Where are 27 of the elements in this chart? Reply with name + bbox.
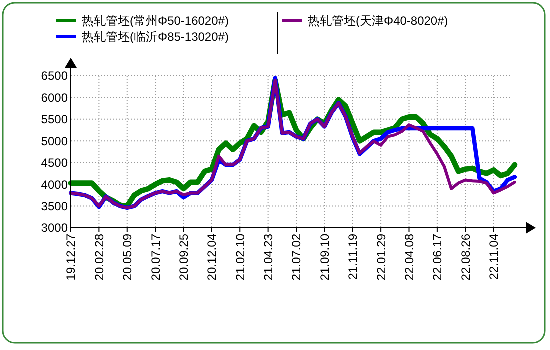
- x-tick-label: 20.02.28: [92, 234, 106, 281]
- x-tick-label: 20.12.04: [205, 234, 220, 281]
- legend-label: 热轧管坯(临沂Φ85-13020#): [82, 30, 229, 44]
- x-tick-label: 22.04.08: [402, 234, 416, 281]
- x-tick-label: 22.08.26: [458, 234, 473, 281]
- y-tick-label: 5000: [41, 134, 68, 148]
- legend-label: 热轧管坯(天津Φ40-8020#): [308, 14, 448, 28]
- legend-label: 热轧管坯(常州Φ50-16020#): [82, 14, 229, 28]
- x-tick-label: 21.02.10: [233, 234, 248, 281]
- x-tick-label: 22.01.29: [374, 234, 388, 281]
- x-tick-label: 21.11.19: [346, 234, 360, 280]
- x-tick-label: 22.06.17: [430, 234, 445, 281]
- x-tick-label: 22.11.04: [487, 234, 502, 280]
- x-tick-label: 20.07.17: [148, 234, 163, 281]
- y-tick-label: 3000: [41, 221, 68, 236]
- x-tick-label: 21.07.02: [290, 234, 304, 281]
- x-tick-label: 21.04.23: [262, 234, 276, 281]
- y-tick-label: 6000: [41, 90, 68, 105]
- y-tick-label: 4500: [41, 156, 68, 170]
- x-tick-label: 21.09.10: [318, 234, 332, 281]
- x-tick-label: 20.05.09: [120, 234, 135, 281]
- y-tick-label: 6500: [41, 69, 68, 84]
- y-tick-label: 4000: [41, 178, 68, 192]
- y-tick-label: 5500: [41, 112, 68, 127]
- x-tick-label: 19.12.27: [64, 234, 78, 281]
- x-tick-label: 20.09.25: [176, 234, 191, 281]
- y-tick-label: 3500: [41, 199, 68, 214]
